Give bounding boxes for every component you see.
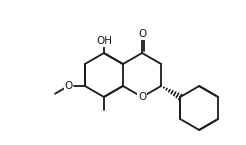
Text: O: O <box>138 29 146 39</box>
Text: O: O <box>64 81 73 91</box>
Text: OH: OH <box>96 37 112 47</box>
Text: O: O <box>138 92 146 102</box>
